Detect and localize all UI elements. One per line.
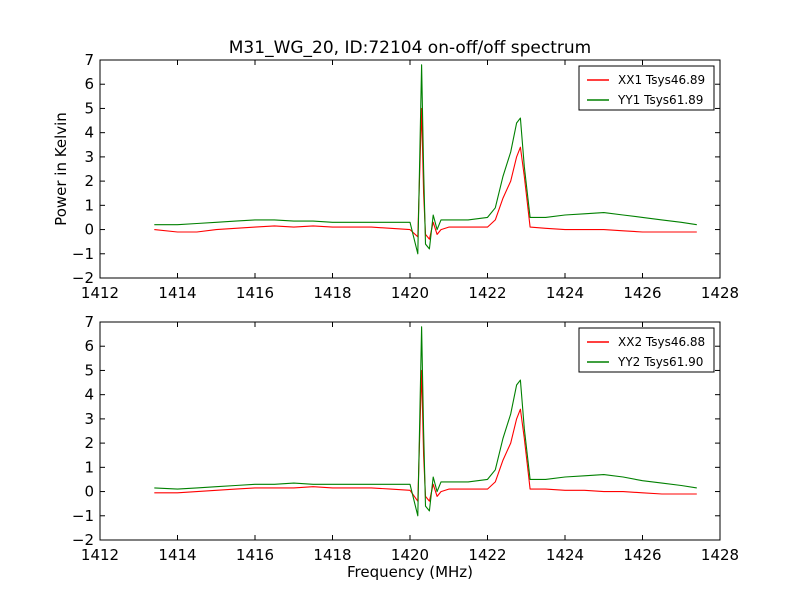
y-tick-label: 5 [84, 361, 94, 379]
x-tick-label: 1414 [158, 546, 196, 564]
x-tick-label: 1422 [468, 546, 506, 564]
series-line-yy [154, 326, 697, 517]
y-tick-label: −1 [72, 507, 94, 525]
x-tick-label: 1426 [623, 284, 661, 302]
x-tick-label: 1426 [623, 546, 661, 564]
y-tick-label: 6 [84, 75, 94, 93]
legend: XX2 Tsys46.88 YY2 Tsys61.90 [578, 327, 715, 373]
legend-box [578, 327, 715, 373]
y-tick-label: 0 [84, 483, 94, 501]
legend-box [578, 65, 715, 111]
x-tick-label: 1414 [158, 284, 196, 302]
y-tick-label: 3 [84, 410, 94, 428]
x-tick-label: 1418 [313, 546, 351, 564]
x-tick-label: 1412 [81, 284, 119, 302]
y-tick-label: −1 [72, 245, 94, 263]
series-line-xx [154, 107, 697, 240]
x-tick-label: 1420 [391, 284, 429, 302]
legend-label: YY2 Tsys61.90 [617, 355, 703, 369]
y-tick-label: 1 [84, 196, 94, 214]
y-tick-label: −2 [72, 531, 94, 549]
x-tick-label: 1424 [546, 546, 584, 564]
legend-label: XX1 Tsys46.89 [618, 73, 705, 87]
x-tick-label: 1422 [468, 284, 506, 302]
x-tick-label: 1416 [236, 284, 274, 302]
y-tick-label: 4 [84, 386, 94, 404]
x-tick-label: 1412 [81, 546, 119, 564]
legend: XX1 Tsys46.89 YY1 Tsys61.89 [578, 65, 715, 111]
x-tick-label: 1428 [701, 284, 739, 302]
y-tick-label: −2 [72, 269, 94, 287]
x-tick-label: 1418 [313, 284, 351, 302]
y-tick-label: 1 [84, 458, 94, 476]
legend-label: YY1 Tsys61.89 [617, 93, 703, 107]
y-tick-label: 2 [84, 434, 94, 452]
y-tick-label: 3 [84, 148, 94, 166]
x-tick-label: 1424 [546, 284, 584, 302]
legend-label: XX2 Tsys46.88 [618, 335, 705, 349]
y-axis-label: Power in Kelvin [52, 112, 70, 226]
y-tick-label: 5 [84, 99, 94, 117]
x-tick-label: 1420 [391, 546, 429, 564]
x-axis-label: Frequency (MHz) [347, 563, 473, 581]
x-tick-label: 1416 [236, 546, 274, 564]
top-panel: 1412 1414 1416 1418 1420 1422 1424 1426 1428−2−1… [52, 51, 739, 302]
y-tick-label: 7 [84, 313, 94, 331]
y-tick-label: 6 [84, 337, 94, 355]
y-tick-label: 0 [84, 221, 94, 239]
y-tick-label: 7 [84, 51, 94, 69]
series-line-yy [154, 64, 697, 255]
series-line-xx [154, 369, 697, 502]
y-tick-label: 4 [84, 124, 94, 142]
figure-title: M31_WG_20, ID:72104 on-off/off spectrum [229, 38, 591, 58]
x-tick-label: 1428 [701, 546, 739, 564]
bottom-panel: 1412 1414 1416 1418 1420 1422 1424 1426 1428−2−1… [72, 313, 739, 581]
y-tick-label: 2 [84, 172, 94, 190]
